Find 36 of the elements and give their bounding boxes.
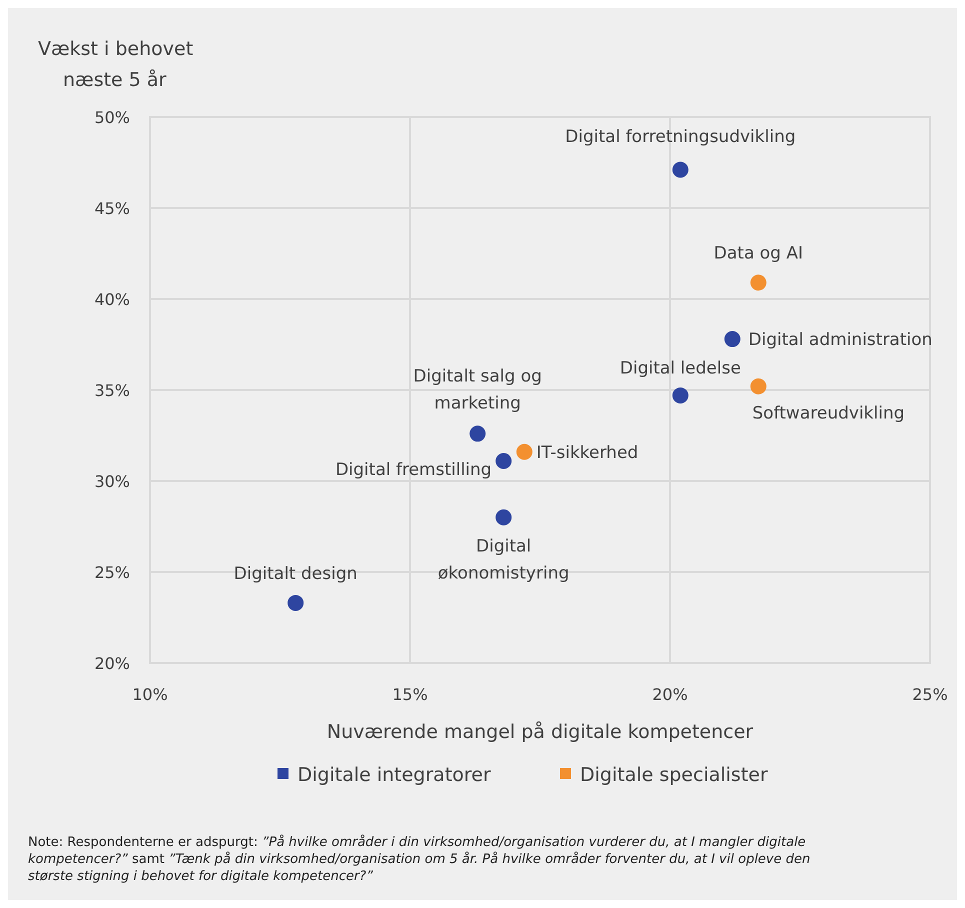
y-tick-label: 50% bbox=[94, 108, 130, 127]
annotation: Digital fremstilling bbox=[335, 460, 492, 480]
point bbox=[516, 444, 532, 460]
point bbox=[724, 331, 740, 348]
point bbox=[496, 509, 512, 526]
annotation: Digital ledelse bbox=[620, 358, 741, 378]
y-tick-label: 40% bbox=[94, 290, 130, 309]
point bbox=[288, 594, 304, 611]
point bbox=[672, 387, 688, 404]
point bbox=[470, 426, 486, 442]
annotation: Digital økonomistyring bbox=[438, 536, 570, 584]
legend-label: Digitale specialister bbox=[580, 764, 768, 786]
point bbox=[672, 162, 688, 178]
y-axis-title: Vækst i behovet næste 5 år bbox=[38, 38, 194, 91]
x-tick-label: 20% bbox=[652, 685, 688, 704]
x-axis-title: Nuværende mangel på digitale kompetencer bbox=[326, 721, 754, 743]
x-tick-label: 25% bbox=[912, 685, 948, 704]
x-tick-label: 15% bbox=[392, 685, 428, 704]
y-tick-label: 35% bbox=[94, 381, 130, 400]
annotation: Digital administration bbox=[748, 330, 932, 350]
y-tick-label: 25% bbox=[94, 563, 130, 582]
text: Note: Respondenterne er adspurgt: ”På hvilke områder i din virksomhed/organisation vurderer du, at I mangler digitale kompetencer?” samt ”Tænk på din virksomhed/organisation om 5 år. På hvilke områder forventer du, at I vil opleve den største stigning i behovet for digitale kompetencer?” bbox=[28, 835, 810, 884]
x-tick-label: 10% bbox=[132, 685, 168, 704]
annotation: Digitalt salg og marketing bbox=[413, 366, 542, 414]
annotation: Digitalt design bbox=[234, 564, 358, 584]
annotation: Data og AI bbox=[714, 244, 804, 264]
y-tick-label: 30% bbox=[94, 472, 130, 491]
annotation: Softwareudvikling bbox=[752, 403, 905, 424]
point bbox=[750, 378, 766, 394]
legend-label: Digitale integratorer bbox=[298, 764, 491, 786]
point bbox=[750, 274, 766, 291]
point bbox=[496, 452, 512, 469]
annotation: IT-sikkerhed bbox=[536, 442, 638, 463]
y-tick-label: 20% bbox=[94, 654, 130, 673]
y-tick-label: 45% bbox=[94, 199, 130, 218]
annotation: Digital forretningsudvikling bbox=[565, 126, 796, 147]
